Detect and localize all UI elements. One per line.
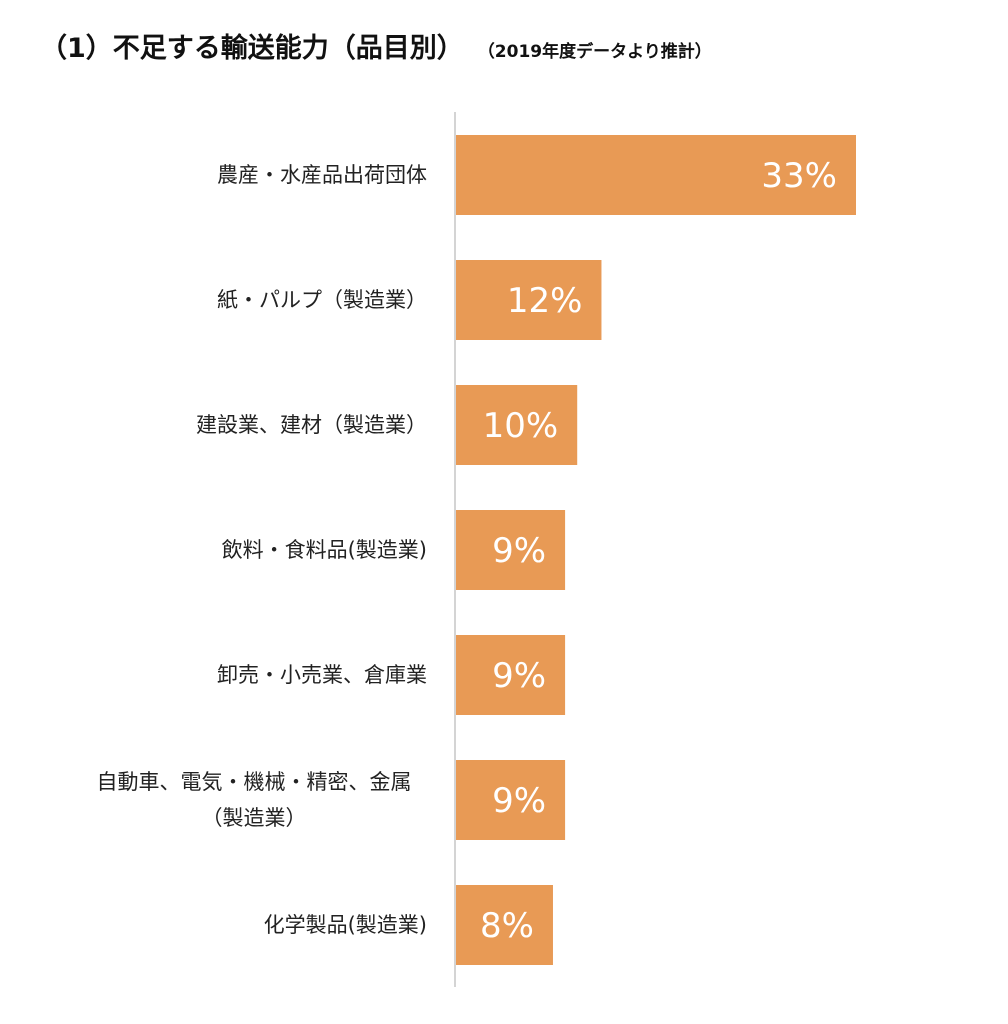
bar — [456, 510, 566, 590]
bar-value-label: 12% — [507, 281, 583, 321]
bar-value-label: 8% — [480, 906, 534, 946]
chart-title: （1）不足する輸送能力（品目別） — [40, 33, 464, 64]
bar — [456, 385, 578, 465]
category-label: 卸売・小売業、倉庫業 — [217, 663, 427, 687]
bar — [456, 635, 566, 715]
bar — [456, 135, 856, 215]
category-label: 飲料・食料品(製造業) — [222, 538, 427, 562]
bar-value-label: 10% — [483, 406, 559, 446]
bar-value-label: 9% — [492, 531, 546, 571]
category-label: 紙・パルプ（製造業） — [217, 288, 427, 312]
bar-value-label: 9% — [492, 781, 546, 821]
bar-value-label: 33% — [761, 156, 837, 196]
chart-header: （1）不足する輸送能力（品目別） （2019年度データより推計） — [40, 26, 712, 65]
bar-value-label: 9% — [492, 656, 546, 696]
bar — [456, 760, 566, 840]
category-label: 農産・水産品出荷団体 — [217, 163, 427, 187]
bar — [456, 885, 553, 965]
category-label: 化学製品(製造業) — [264, 913, 427, 937]
category-label: 自動車、電気・機械・精密、金属（製造業） — [97, 770, 412, 830]
bar — [456, 260, 602, 340]
category-label: 建設業、建材（製造業） — [196, 413, 427, 437]
chart-subtitle: （2019年度データより推計） — [477, 42, 712, 62]
